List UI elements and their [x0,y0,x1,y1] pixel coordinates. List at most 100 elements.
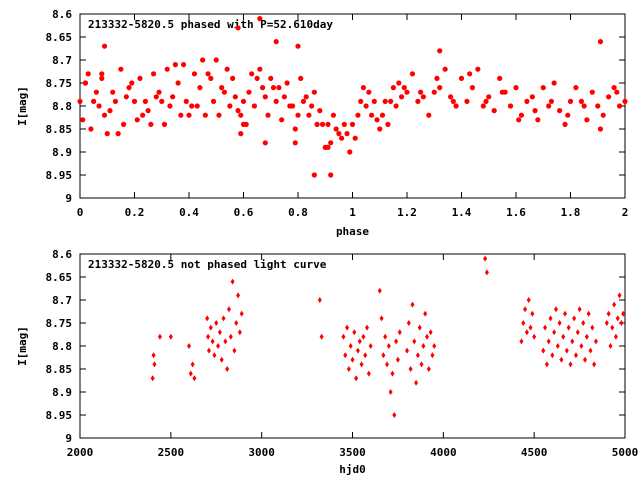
data-point [223,338,228,345]
data-point [385,121,391,127]
data-point [529,94,535,100]
data-point [230,75,236,81]
data-point [216,343,221,349]
data-point [96,103,102,109]
x-tick-label: 1.6 [506,206,526,219]
x-axis-label: hjd0 [339,463,366,476]
data-point [532,108,538,114]
data-point [450,98,456,104]
data-point [104,131,110,137]
data-point [368,343,373,349]
data-point [236,292,241,299]
y-tick-label: 8.65 [46,31,73,44]
chart-title: 213332-5820.5 phased with P=52.610day [88,18,333,31]
data-point [528,324,533,331]
data-point [336,131,342,137]
data-point [298,75,304,81]
data-point [381,352,386,359]
data-point [150,375,155,382]
x-tick-label: 1.2 [397,206,417,219]
data-point [134,117,140,123]
data-point [101,43,108,49]
data-point [216,112,222,118]
data-point [156,89,162,95]
data-point [254,75,260,81]
data-point [214,320,219,326]
data-point [217,329,222,336]
data-point [408,366,413,372]
data-point [306,112,312,118]
data-point [442,66,448,72]
data-point [186,112,192,118]
data-point [382,98,388,104]
data-point [415,98,421,104]
data-point [350,356,355,363]
data-point [617,292,622,299]
data-point [434,75,440,81]
data-point [398,94,405,100]
y-tick-label: 8.95 [46,169,73,182]
data-point [121,121,127,127]
data-point [523,306,528,313]
data-point [374,117,380,123]
data-point [317,108,323,114]
data-point [573,85,579,91]
data-point [206,347,211,354]
data-point [573,352,578,359]
x-tick-label: 4000 [430,446,457,459]
data-point [295,43,301,49]
data-point [148,121,154,127]
data-point [77,98,83,104]
data-point [621,310,626,317]
data-point [544,361,549,368]
data-point [80,117,86,123]
data-point [213,57,219,63]
data-point [246,89,252,95]
data-point [578,98,585,104]
data-point [164,66,170,72]
data-point [409,71,416,77]
data-point [115,131,121,137]
data-point [475,66,481,72]
data-point [347,149,353,155]
data-point [355,347,360,354]
data-point [234,320,239,326]
data-point [197,85,203,91]
data-point [333,126,339,132]
data-point [414,379,419,386]
data-point [330,112,337,118]
data-point [346,366,351,372]
y-tick-label: 8.7 [52,54,72,67]
data-point [240,98,247,104]
data-point [189,103,195,109]
data-point [325,121,331,127]
data-point [426,366,431,372]
data-point [526,297,531,303]
data-point [405,347,409,354]
data-point [172,62,178,68]
data-point [292,126,298,132]
data-point [99,71,105,77]
data-point [359,361,364,368]
data-point [273,98,279,104]
data-point [82,80,89,86]
data-point [395,356,400,363]
data-point [546,338,551,345]
data-point [355,112,361,118]
data-point [257,16,263,22]
data-point [593,338,598,345]
y-tick-label: 8.6 [52,248,72,261]
data-point [325,144,331,150]
data-points [150,255,626,418]
data-point [606,94,612,100]
x-tick-label: 3500 [339,446,366,459]
data-point [388,389,393,395]
data-point [328,140,334,146]
data-point [317,297,322,303]
data-point [595,103,601,109]
data-point [390,85,396,91]
y-tick-label: 8.8 [52,100,72,113]
data-point [590,324,595,331]
data-point [219,85,225,91]
data-point [584,117,590,123]
